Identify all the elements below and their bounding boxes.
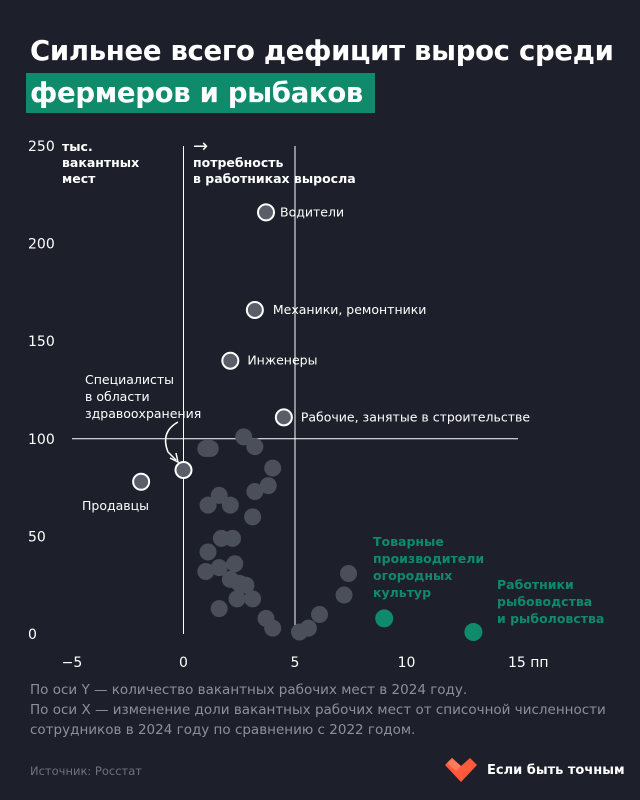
data-point bbox=[311, 605, 329, 623]
point-label: Водители bbox=[280, 204, 344, 219]
title-line-1: Сильнее всего дефицит вырос среди bbox=[30, 35, 614, 67]
data-point bbox=[335, 586, 353, 604]
data-point bbox=[244, 508, 262, 526]
data-point bbox=[199, 496, 217, 514]
data-point-labeled bbox=[274, 408, 293, 427]
point-label-highlight: Работники рыбоводства и рыболовства bbox=[497, 577, 604, 626]
annotation-arrow-icon: → bbox=[193, 136, 208, 157]
data-point bbox=[299, 619, 317, 637]
data-point bbox=[221, 496, 239, 514]
arrowhead-icon bbox=[169, 452, 180, 464]
data-point-labeled bbox=[245, 300, 264, 319]
point-label: Рабочие, занятые в строительстве bbox=[301, 409, 531, 424]
data-point-highlight bbox=[375, 609, 394, 628]
title-line-2-highlighted: фермеров и рыбаков bbox=[26, 73, 376, 113]
data-point bbox=[226, 555, 244, 573]
data-point-labeled bbox=[174, 461, 193, 480]
data-point bbox=[246, 483, 264, 501]
data-point-labeled bbox=[221, 351, 240, 370]
y-tick-label: 200 bbox=[28, 237, 55, 253]
y-tick-label: 100 bbox=[28, 432, 55, 448]
data-point bbox=[224, 529, 242, 547]
data-point bbox=[244, 590, 262, 608]
note-y-axis: По оси Y — количество вакантных рабочих … bbox=[30, 682, 468, 698]
data-point bbox=[259, 477, 277, 495]
data-point-labeled bbox=[257, 203, 276, 222]
source-text: Источник: Росстат bbox=[30, 764, 142, 778]
axis-notes: По оси Y — количество вакантных рабочих … bbox=[30, 680, 620, 740]
data-point bbox=[246, 438, 264, 456]
point-label: Механики, ремонтники bbox=[273, 302, 427, 317]
data-point bbox=[264, 459, 282, 477]
brand: Если быть точным bbox=[443, 757, 625, 783]
y-tick-label: 50 bbox=[28, 529, 46, 545]
x-tick-label: 10 bbox=[398, 655, 416, 671]
data-point-labeled bbox=[132, 472, 151, 491]
scatter-chart: 0 50 100 150 200 250 −5 0 5 10 15 пп тыс. вакантных м… bbox=[28, 136, 604, 671]
data-point bbox=[237, 576, 255, 594]
point-label-highlight: Товарные производители огородных культур bbox=[373, 534, 484, 600]
data-point bbox=[340, 564, 358, 582]
data-point bbox=[201, 440, 219, 458]
data-point bbox=[210, 486, 228, 504]
note-x-axis: По оси X — изменение доли вакантных рабо… bbox=[30, 702, 606, 738]
brand-name: Если быть точным bbox=[487, 762, 625, 778]
heart-logo-icon bbox=[445, 758, 477, 782]
annotation-text: потребность в работниках выросла bbox=[193, 155, 356, 186]
data-point bbox=[199, 543, 217, 561]
y-axis-label: тыс. вакантных мест bbox=[62, 139, 139, 186]
x-tick-label: 15 пп bbox=[508, 655, 549, 671]
x-tick-label: 0 bbox=[179, 655, 188, 671]
data-point bbox=[264, 619, 282, 637]
y-tick-label: 150 bbox=[28, 334, 55, 350]
data-point bbox=[210, 600, 228, 618]
x-tick-label: 5 bbox=[291, 655, 300, 671]
data-point bbox=[210, 559, 228, 577]
chart-title: Сильнее всего дефицит вырос среди фермер… bbox=[26, 30, 614, 114]
y-tick-label: 250 bbox=[28, 139, 55, 155]
point-label: Специалисты в области здравоохранения bbox=[85, 372, 201, 421]
data-point bbox=[235, 428, 253, 446]
data-point-highlight bbox=[464, 623, 483, 642]
data-point bbox=[197, 563, 215, 581]
y-tick-label: 0 bbox=[28, 627, 37, 643]
point-label: Продавцы bbox=[82, 498, 149, 513]
point-label: Инженеры bbox=[247, 353, 317, 368]
x-tick-label: −5 bbox=[62, 655, 83, 671]
annotation-curve bbox=[164, 421, 179, 461]
data-point bbox=[228, 590, 246, 608]
